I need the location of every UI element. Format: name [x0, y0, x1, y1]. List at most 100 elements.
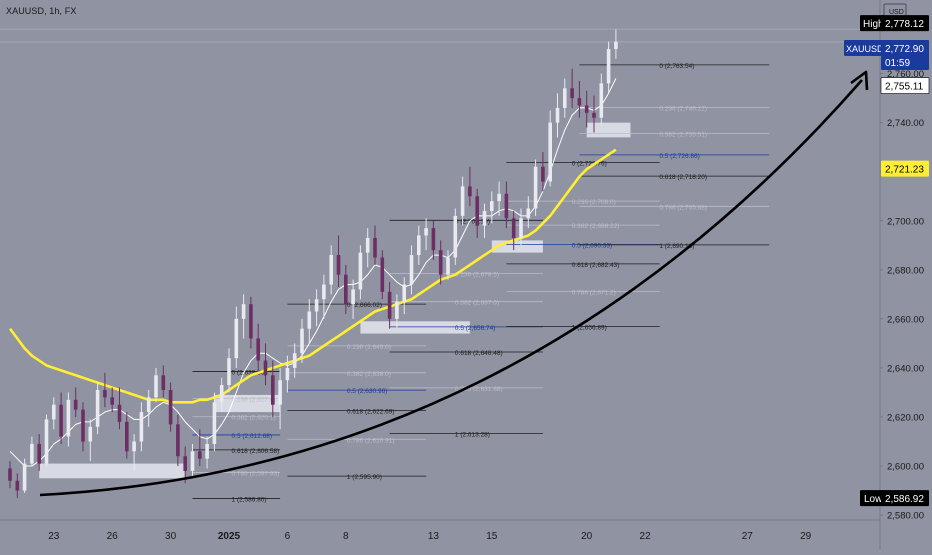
- fib-level-label: 0.5 (2,690.33): [572, 242, 612, 249]
- fib-level-label: 0.382 (2,620.1): [232, 415, 276, 422]
- candle-body: [402, 284, 406, 302]
- candle-body: [614, 41, 618, 50]
- candle-body: [606, 49, 611, 84]
- low-price-label-text: 2,586.92: [885, 494, 924, 505]
- candle-body: [307, 311, 312, 329]
- candle-body: [417, 235, 421, 256]
- low-tag-text: Low: [864, 494, 883, 505]
- fib-level-label: 0.618 (2,718.20): [659, 174, 707, 181]
- candle-body: [431, 228, 436, 251]
- fib-level-label: 0.236 (2,746.22): [659, 105, 707, 112]
- x-tick-label: 15: [486, 531, 498, 542]
- x-tick-label: 22: [640, 531, 652, 542]
- symbol-tag-text: XAUUSD: [846, 44, 884, 54]
- candle-body: [365, 237, 370, 253]
- candle-body: [460, 186, 465, 216]
- high-price-label-box: [881, 15, 929, 32]
- candle-body: [190, 451, 195, 471]
- candle-body: [599, 83, 604, 118]
- fib-level-label: 1 (2,656.89): [572, 324, 607, 331]
- candle-body: [15, 480, 20, 491]
- candle-body: [292, 353, 297, 368]
- candle-body: [263, 360, 268, 376]
- candle-body: [490, 201, 494, 211]
- y-tick-label: 2,680.00: [887, 265, 924, 276]
- y-tick-label: 2,620.00: [887, 412, 924, 423]
- fib-level-label: 0.382 (2,698.22): [572, 223, 620, 230]
- candle-body: [373, 237, 377, 258]
- candle-body: [37, 443, 41, 464]
- fib-level-label: 0.786 (2,631.88): [455, 386, 503, 393]
- candle-body: [438, 250, 443, 275]
- candle-body: [73, 399, 78, 410]
- candle-body: [453, 215, 458, 258]
- y-tick-label: 2,660.00: [887, 314, 924, 325]
- y-tick-label: 2,640.00: [887, 363, 924, 374]
- candle-body: [271, 375, 275, 405]
- candle-body: [183, 456, 187, 471]
- candle-body: [81, 409, 85, 442]
- candle-body: [541, 166, 545, 182]
- candle-body: [555, 107, 560, 123]
- candle-body: [168, 390, 173, 425]
- candle-body: [526, 208, 531, 219]
- x-tick-label: 8: [343, 531, 349, 542]
- candle-body: [409, 255, 414, 285]
- candle-body: [117, 404, 122, 422]
- fib-level-label: 0.5 (2,612.68): [232, 433, 272, 440]
- candle-body: [358, 252, 363, 290]
- x-tick-label: 30: [165, 531, 177, 542]
- candle-body: [278, 380, 282, 405]
- fib-level-label: 0.786 (2,705.88): [659, 204, 707, 211]
- fib-level-label: 0.382 (2,735.51): [659, 132, 707, 139]
- candle-body: [154, 375, 158, 398]
- x-tick-label: 27: [742, 531, 754, 542]
- fast-ma-price-box: [880, 77, 930, 94]
- fib-level-label: 0.236 (2,708.0): [572, 199, 616, 206]
- x-tick-label: 20: [581, 531, 593, 542]
- fib-level-label: 0.618 (2,682.43): [572, 262, 620, 269]
- fib-level-label: 0.618 (2,646.48): [455, 350, 503, 357]
- slow-moving-average-line: [8, 148, 617, 404]
- candle-body: [570, 88, 574, 99]
- consolidation-zone: [39, 463, 186, 479]
- candle-body: [285, 367, 290, 381]
- candle-body: [584, 105, 589, 113]
- candle-body: [322, 284, 326, 300]
- candle-body: [249, 304, 253, 339]
- countdown-text: 01:59: [885, 58, 910, 69]
- fib-level-label: 0.786 (2,597.33): [232, 471, 280, 478]
- candle-body: [8, 468, 12, 481]
- y-tick-label: 2,580.00: [887, 511, 924, 522]
- x-tick-label: 23: [48, 531, 60, 542]
- current-price-box[interactable]: [881, 39, 929, 70]
- candle-body: [146, 397, 151, 413]
- candle-body: [533, 166, 538, 209]
- x-tick-label: 26: [107, 531, 119, 542]
- current-price-text: 2,772.90: [885, 44, 924, 55]
- slow-ma-price-box: [881, 160, 929, 177]
- fib-level-label: 0.5 (2,630.96): [347, 388, 387, 395]
- fib-level-label: 1 (2,586.80): [232, 496, 267, 503]
- fast-ma-price-text: 2,755.11: [885, 82, 924, 93]
- candle-body: [351, 289, 355, 305]
- fib-level-label: 0.786 (2,610.91): [347, 437, 395, 444]
- candle-body: [212, 402, 217, 444]
- consolidation-zone: [586, 122, 631, 138]
- fast-moving-average-line: [9, 78, 617, 467]
- fib-level-label: 0 (2,723.76): [572, 160, 607, 167]
- low-tag-box: [860, 490, 884, 507]
- fib-level-label: 0.5 (2,726.86): [659, 153, 699, 160]
- candle-body: [329, 255, 333, 285]
- fib-level-label: 0 (2,763.54): [659, 63, 694, 70]
- candle-body: [592, 112, 596, 118]
- fib-level-label: 0.618 (2,606.58): [232, 448, 280, 455]
- candle-body: [103, 390, 107, 398]
- candle-body: [59, 404, 63, 437]
- candle-body: [88, 426, 93, 442]
- fib-level-label: 1 (2,690.18): [659, 243, 694, 250]
- symbol-tag-box: [844, 39, 884, 56]
- y-tick-label: 2,760.00: [887, 69, 924, 80]
